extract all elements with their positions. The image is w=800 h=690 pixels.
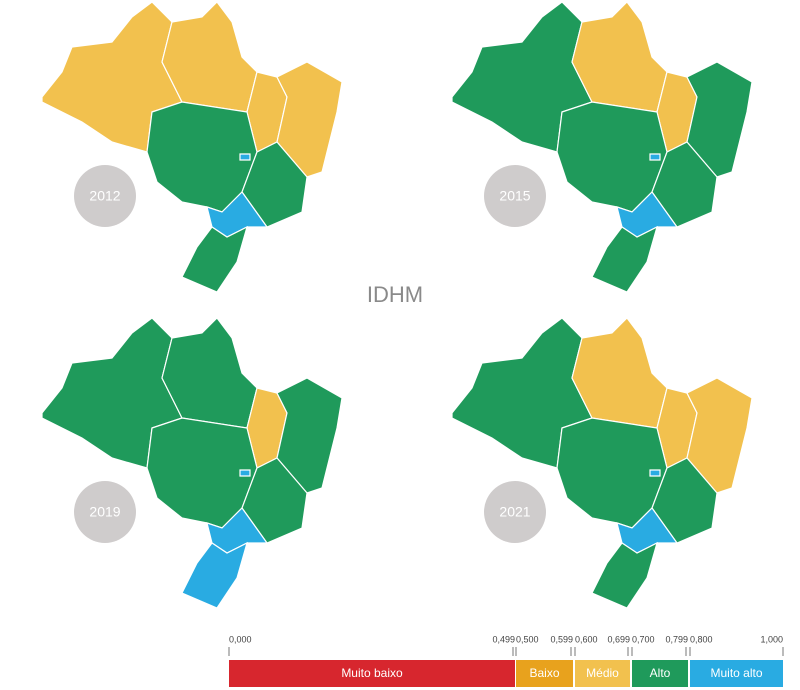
state-region <box>239 153 251 161</box>
legend-class <box>690 660 783 687</box>
legend-class-label: Baixo <box>529 666 559 680</box>
state-region <box>591 225 658 293</box>
state-region <box>181 225 248 293</box>
legend-class-label: Médio <box>586 666 619 680</box>
legend-class <box>575 660 630 687</box>
legend-class-label: Alto <box>650 666 671 680</box>
legend-tick-label: 0,000 <box>229 634 252 644</box>
legend-tick-label: 0,600 <box>575 634 598 644</box>
legend-class-label: Muito baixo <box>341 666 403 680</box>
map: 2019 <box>41 317 343 609</box>
legend-tick-label: 0,499 <box>492 634 515 644</box>
legend-tick-label: 0,699 <box>607 634 630 644</box>
state-region <box>276 61 343 178</box>
state-region <box>239 469 251 477</box>
legend-class-label: Muito alto <box>710 666 762 680</box>
year-badge <box>74 165 136 227</box>
map: 2021 <box>451 317 753 609</box>
legend-tick-label: 0,799 <box>665 634 688 644</box>
map: 2012 <box>41 1 343 293</box>
state-region <box>649 153 661 161</box>
state-region <box>276 377 343 494</box>
title: IDHM <box>367 282 423 307</box>
year-label: 2015 <box>499 188 530 204</box>
year-badge <box>484 165 546 227</box>
legend-tick-label: 0,800 <box>690 634 713 644</box>
legend-tick-label: 0,500 <box>516 634 539 644</box>
state-region <box>181 541 248 609</box>
state-region <box>686 377 753 494</box>
legend-tick-label: 1,000 <box>760 634 783 644</box>
legend-tick-label: 0,700 <box>632 634 655 644</box>
map: 2015 <box>451 1 753 293</box>
year-badge <box>74 481 136 543</box>
year-label: 2012 <box>89 188 120 204</box>
year-badge <box>484 481 546 543</box>
legend-class <box>632 660 688 687</box>
legend-class <box>229 660 515 687</box>
legend-class <box>516 660 573 687</box>
state-region <box>591 541 658 609</box>
state-region <box>686 61 753 178</box>
legend-tick-label: 0,599 <box>550 634 573 644</box>
year-label: 2019 <box>89 504 120 520</box>
year-label: 2021 <box>499 504 530 520</box>
state-region <box>649 469 661 477</box>
